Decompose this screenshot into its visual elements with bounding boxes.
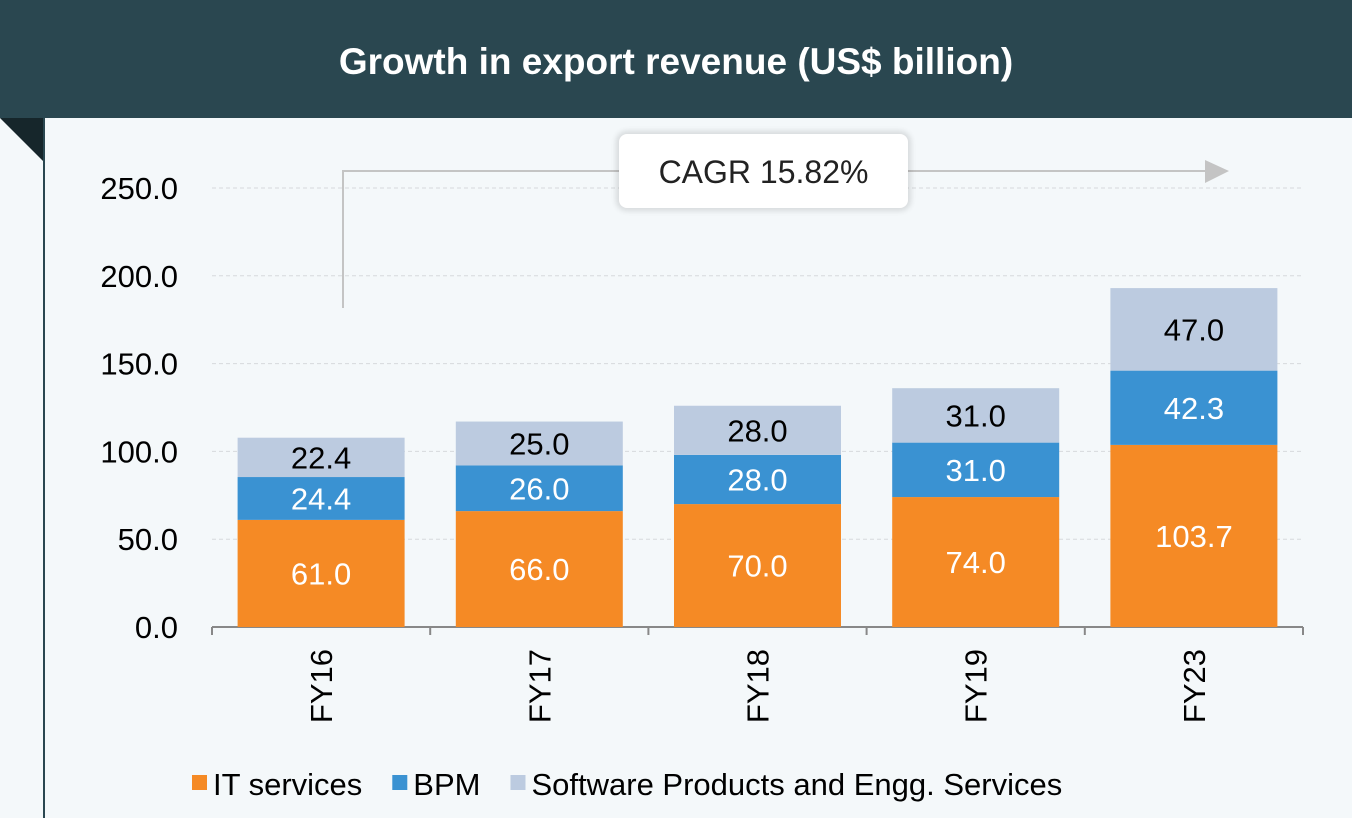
x-tick-label: FY17: [522, 649, 557, 723]
bar-segment: [237, 477, 405, 520]
chart-header: Growth in export revenue (US$ billion): [0, 0, 1352, 118]
x-tick-label: FY18: [741, 649, 776, 723]
bar-segment: [892, 497, 1060, 627]
bar-segment: [1110, 370, 1278, 445]
bar-segment: [1110, 444, 1278, 627]
cagr-arrowhead-icon: [1205, 160, 1229, 183]
cagr-annotation: CAGR 15.82%: [619, 134, 908, 208]
data-label: 25.0: [509, 426, 569, 461]
bar-segment: [892, 442, 1060, 498]
data-label: 28.0: [727, 462, 787, 497]
bar-segment: [237, 519, 405, 627]
bar-segment: [455, 465, 623, 512]
data-label: 70.0: [727, 549, 787, 584]
data-label: 61.0: [291, 556, 351, 591]
data-label: 103.7: [1155, 519, 1233, 554]
bar-segment: [455, 421, 623, 466]
chart-title: Growth in export revenue (US$ billion): [338, 41, 1014, 82]
legend-label: BPM: [413, 767, 480, 802]
bar-segment: [674, 454, 841, 505]
legend-swatch: [392, 775, 408, 790]
bar-segment: [674, 504, 841, 627]
chart-panel: [43, 118, 1352, 818]
data-label: 47.0: [1164, 312, 1224, 347]
corner-decoration: [0, 118, 43, 161]
legend-label: Software Products and Engg. Services: [531, 767, 1062, 802]
y-tick-label: 200.0: [100, 259, 178, 294]
y-tick-label: 0.0: [135, 610, 178, 645]
x-tick-label: FY16: [304, 649, 339, 723]
data-label: 66.0: [509, 552, 569, 587]
data-label: 74.0: [946, 545, 1006, 580]
cagr-arrow-line: [342, 170, 1205, 308]
legend-swatch: [510, 775, 526, 790]
data-label: 22.4: [291, 440, 351, 475]
bar-segment: [455, 511, 623, 627]
bar-segment: [892, 388, 1060, 443]
data-label: 42.3: [1164, 391, 1224, 426]
x-tick-label: FY19: [959, 649, 994, 723]
data-label: 26.0: [509, 471, 569, 506]
data-label: 24.4: [291, 481, 351, 516]
x-tick-label: FY23: [1177, 649, 1212, 723]
legend-label: IT services: [213, 767, 362, 802]
data-label: 28.0: [727, 413, 787, 448]
y-tick-label: 250.0: [100, 171, 178, 206]
y-tick-label: 50.0: [118, 522, 178, 557]
data-label: 31.0: [946, 453, 1006, 488]
y-tick-label: 150.0: [100, 347, 178, 382]
bar-segment: [674, 405, 841, 455]
y-tick-label: 100.0: [100, 434, 178, 469]
legend-swatch: [192, 775, 207, 790]
data-label: 31.0: [946, 398, 1006, 433]
bar-segment: [237, 437, 405, 478]
bar-segment: [1110, 288, 1278, 371]
